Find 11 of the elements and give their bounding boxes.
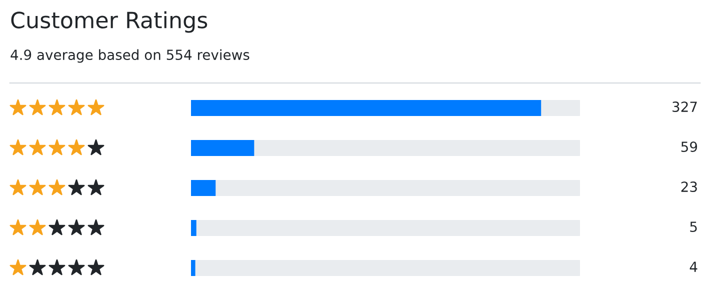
bar	[191, 140, 254, 156]
data-label: 5	[690, 222, 697, 232]
chart-subtitle: 4.9 average based on 554 reviews	[10, 49, 250, 63]
data-label: 23	[681, 182, 697, 192]
data-label: 4	[690, 262, 698, 272]
bar	[191, 260, 196, 276]
data-label: 327	[672, 102, 697, 112]
chart-title: Customer Ratings	[11, 11, 208, 33]
bar	[191, 180, 216, 196]
bar	[191, 220, 196, 236]
data-label: 59	[681, 142, 698, 152]
